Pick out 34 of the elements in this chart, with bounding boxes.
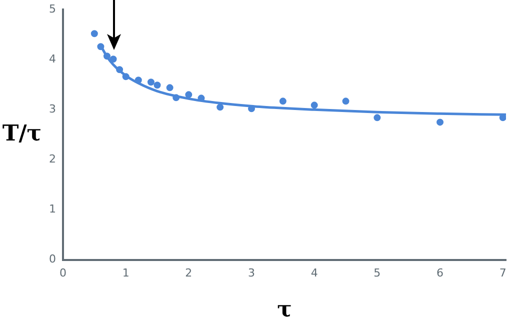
point: [116, 66, 124, 74]
point: [436, 118, 444, 126]
x-tick-label: 7: [499, 266, 506, 280]
point: [110, 56, 117, 63]
y-tick-label: 2: [49, 152, 56, 166]
x-tick-label: 0: [60, 266, 66, 280]
point: [97, 43, 104, 50]
x-tick-label: 4: [310, 266, 318, 280]
x-tick-label: 5: [374, 266, 381, 280]
point: [147, 78, 154, 86]
point: [103, 52, 110, 60]
point: [154, 82, 161, 89]
point: [374, 114, 381, 122]
point: [122, 73, 130, 80]
y-tick-label: 1: [49, 202, 56, 216]
point: [279, 98, 286, 105]
point: [90, 30, 98, 38]
point: [216, 104, 224, 111]
y-axis-title: T/τ: [2, 120, 42, 146]
point: [310, 102, 318, 109]
point: [185, 91, 192, 98]
point: [342, 98, 350, 105]
y-tick-label: 5: [49, 2, 56, 16]
point: [172, 94, 180, 102]
y-tick-label: 0: [49, 252, 56, 266]
x-tick-label: 6: [436, 266, 444, 280]
y-tick-label: 4: [49, 52, 56, 66]
x-axis-title: τ: [277, 296, 292, 323]
x-tick-label: 2: [185, 266, 192, 280]
x-tick-label: 1: [122, 266, 130, 280]
point: [166, 84, 174, 92]
y-tick-label: 3: [49, 102, 56, 116]
x-tick-label: 3: [248, 266, 256, 280]
point: [134, 76, 142, 84]
